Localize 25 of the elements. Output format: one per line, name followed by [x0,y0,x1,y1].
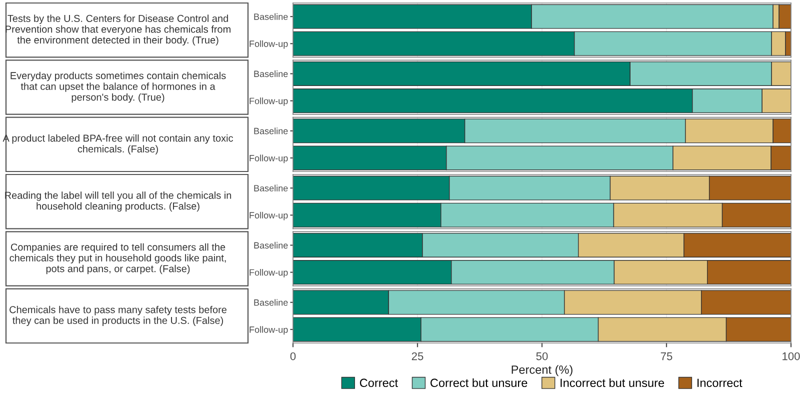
legend-label: Correct but unsure [430,378,528,388]
y-tick-label: Follow-up [250,154,288,164]
text: Chemicals have to pass many safety tests before they can be used in products in the U.S. (False) [10,306,227,326]
text: Everyday products sometimes contain chemicals that can upset the balance of hormones in a person's body. (True) [10,72,226,103]
y-tick-label: Baseline [254,70,288,78]
legend-label: Incorrect but unsure [560,378,664,388]
y-tick-label: Follow-up [250,326,288,335]
legend-label: Incorrect [698,378,742,388]
x-tick-label: 100 [782,352,800,360]
y-tick-label: Baseline [254,13,288,20]
y-tick-label: Baseline [254,299,288,306]
y-tick-label: Follow-up [250,40,288,49]
x-tick-label: 50 [536,352,548,360]
x-axis-title: Percent (%) [512,365,572,376]
y-tick-label: Follow-up [250,269,288,278]
y-tick-label: Follow-up [250,98,288,106]
x-tick-label: 25 [412,352,424,360]
legend-label: Correct [360,378,398,388]
y-tick-label: Follow-up [250,212,288,220]
y-tick-label: Baseline [254,128,288,134]
text: Companies are required to tell consumers all the chemicals they put in household goods like paint, pots and pans, or carpet. (False) [10,243,226,274]
y-tick-label: Baseline [254,184,288,192]
x-tick-label: 0 [290,352,296,360]
x-tick-label: 75 [660,352,672,360]
y-tick-label: Baseline [254,242,288,249]
